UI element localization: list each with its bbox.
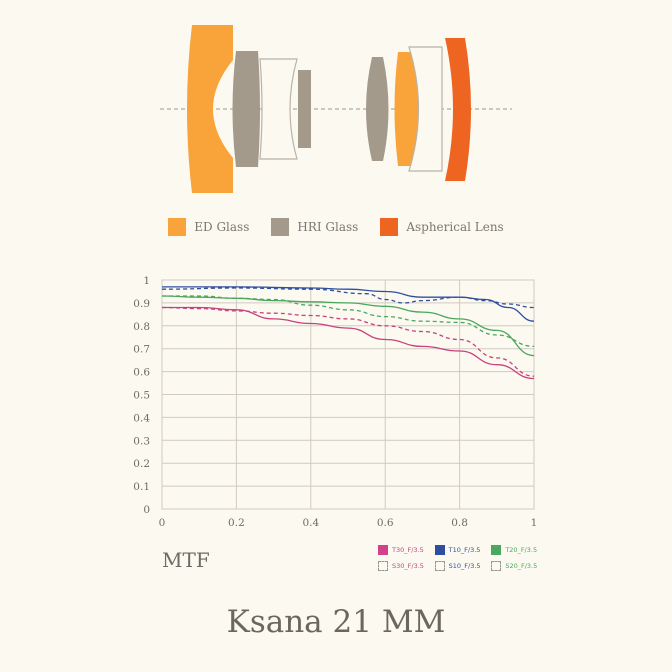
lens-diagram: [160, 25, 512, 193]
t20-swatch: [491, 545, 502, 555]
legend-item-ed-glass: ED Glass: [168, 218, 249, 236]
y-tick-label: 0.8: [133, 321, 150, 333]
legend-t10: T10_F/3.5: [434, 545, 492, 555]
hri-glass-swatch: [271, 218, 290, 236]
series-line-t10-f-3-5: [162, 286, 535, 322]
legend-item-hri-glass: HRI Glass: [271, 218, 358, 236]
legend-label: Aspherical Lens: [406, 220, 504, 234]
s10-swatch: [434, 561, 445, 571]
chart-grid: [161, 279, 535, 510]
y-tick-label: 0.6: [133, 367, 150, 379]
x-tick-label: 0.6: [377, 517, 394, 529]
legend-t10-label: T10_F/3.5: [448, 546, 481, 554]
t30-swatch: [378, 545, 388, 555]
x-tick-label: 0.2: [228, 517, 245, 529]
series-line-s30-f-3-5: [161, 306, 535, 377]
legend-item-aspherical-lens: Aspherical Lens: [380, 218, 504, 236]
mtf-label: MTF: [162, 548, 210, 572]
legend-s30: S30_F/3.5: [378, 561, 435, 571]
ed-glass-swatch: [168, 218, 187, 236]
legend-t20: T20_F/3.5: [491, 545, 548, 555]
chart-series: [161, 286, 535, 380]
lens-element-6-ed: [394, 52, 422, 166]
x-tick-label: 0.8: [451, 517, 468, 529]
legend-label: HRI Glass: [297, 220, 359, 234]
y-tick-label: 1: [143, 275, 150, 287]
legend-t30: T30_F/3.5: [378, 545, 435, 555]
y-tick-label: 0.3: [133, 435, 150, 447]
aspherical-lens-swatch: [380, 218, 399, 236]
y-axis-ticks: 0 0.1 0.2 0.3 0.4 0.5 0.6 0.7 0.8 0.9 1: [133, 275, 150, 516]
lens-legend: ED Glass HRI Glass Aspherical Lens: [0, 218, 672, 236]
series-legend: T30_F/3.5 T10_F/3.5 T20_F/3.5 S30_F/3.5 …: [378, 545, 548, 571]
lens-element-4-hri: [298, 70, 311, 148]
lens-element-2-hri: [232, 51, 260, 167]
series-line-s10-f-3-5: [161, 287, 535, 309]
legend-s20-label: S20_F/3.5: [505, 562, 538, 570]
x-tick-label: 0.4: [302, 517, 319, 529]
lens-element-1-ed: [187, 25, 233, 193]
y-tick-label: 0.4: [133, 412, 150, 424]
legend-t30-label: T30_F/3.5: [392, 546, 424, 554]
x-axis-ticks: 0 0.2 0.4 0.6 0.8 1: [159, 517, 538, 529]
legend-s10-label: S10_F/3.5: [448, 562, 481, 570]
y-tick-label: 0.5: [133, 390, 150, 402]
y-tick-label: 0.9: [133, 298, 150, 310]
mtf-chart: 0 0.1 0.2 0.3 0.4 0.5 0.6 0.7 0.8 0.9 1 0 0.2 0.4 0.6…: [133, 275, 538, 529]
s30-swatch: [378, 561, 388, 571]
y-tick-label: 0.2: [133, 458, 150, 470]
y-tick-label: 0.1: [133, 481, 150, 493]
product-title: Ksana 21 MM: [226, 604, 446, 640]
t10-swatch: [434, 545, 445, 555]
legend-s30-label: S30_F/3.5: [392, 562, 424, 570]
lens-element-8-aspherical: [445, 38, 471, 181]
x-tick-label: 1: [531, 517, 538, 529]
legend-s10: S10_F/3.5: [434, 561, 492, 571]
lens-element-7-clear: [408, 46, 443, 172]
legend-t20-label: T20_F/3.5: [505, 546, 538, 554]
series-line-t30-f-3-5: [161, 306, 535, 380]
lens-element-5-hri: [366, 57, 389, 161]
legend-label: ED Glass: [194, 220, 250, 234]
s20-swatch: [491, 561, 502, 571]
series-line-t20-f-3-5: [161, 295, 535, 357]
legend-s20: S20_F/3.5: [491, 561, 548, 571]
y-tick-label: 0: [143, 504, 150, 516]
lens-element-3-clear: [259, 58, 298, 160]
series-line-s20-f-3-5: [162, 295, 535, 348]
y-tick-label: 0.7: [133, 344, 150, 356]
x-tick-label: 0: [159, 517, 166, 529]
